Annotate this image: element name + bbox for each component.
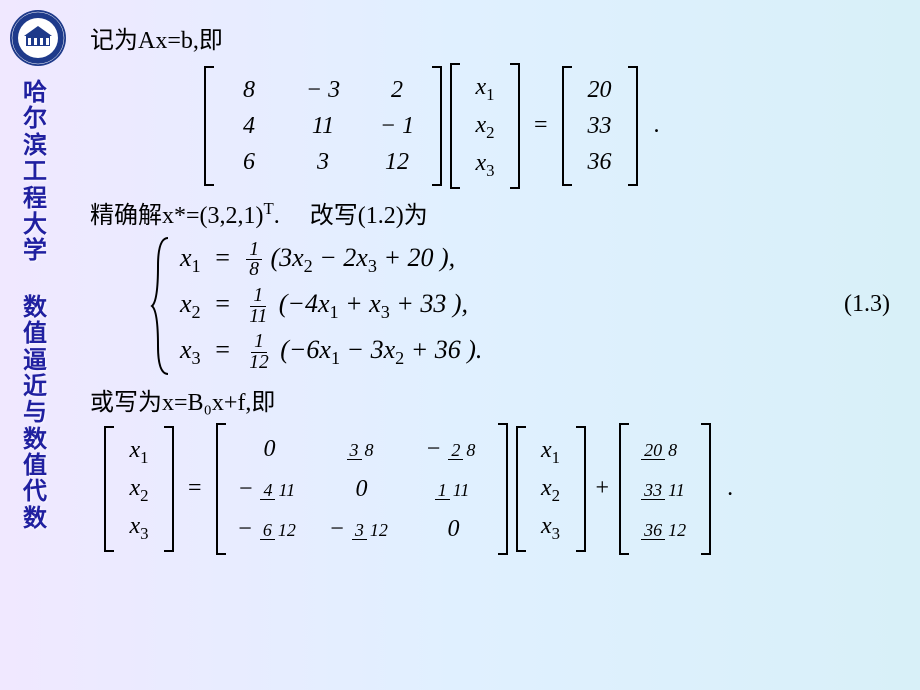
period-2: . [727,475,733,502]
vector-f: 208 3311 3612 [619,423,711,555]
vector-x-right: x1 x2 x3 [516,426,586,552]
vector-x: x1 x2 x3 [450,63,520,189]
sidebar-text-1: 哈尔滨工程大学 [23,80,47,265]
equation-number: (1.3) [844,291,890,318]
sidebar-text-2: 数值逼近与数值代数 [23,295,47,533]
matrix-equation-2: x1 x2 x3 = 0 38 − 28 − 411 0 [100,423,890,555]
text-line-1: 记为Ax=b,即 [90,20,890,55]
matrix-A: 8− 32 411− 1 6312 [204,66,442,186]
university-logo [8,8,68,68]
equation-system: x1 = 18 (3x2 − 2x3 + 20 ), x2 = 111 (−4x… [90,236,890,376]
matrix-B0: 0 38 − 28 − 411 0 111 − 612 − 312 0 [216,423,508,555]
text-line-3: 或写为x=B₀x+f,即 [90,382,890,417]
sidebar: 哈尔滨工程大学 数值逼近与数值代数 [20,80,50,532]
text-line-2: 精确解x*=(3,2,1)T. 改写(1.2)为 [90,195,890,230]
main-content: 记为Ax=b,即 8− 32 411− 1 6312 x1 x2 x3 [90,20,890,561]
period: . [654,112,660,139]
matrix-equation-1: 8− 32 411− 1 6312 x1 x2 x3 = 20 [200,63,890,189]
vector-b: 20 33 36 [562,66,638,186]
curly-brace-icon [150,236,174,376]
vector-x-left: x1 x2 x3 [104,426,174,552]
